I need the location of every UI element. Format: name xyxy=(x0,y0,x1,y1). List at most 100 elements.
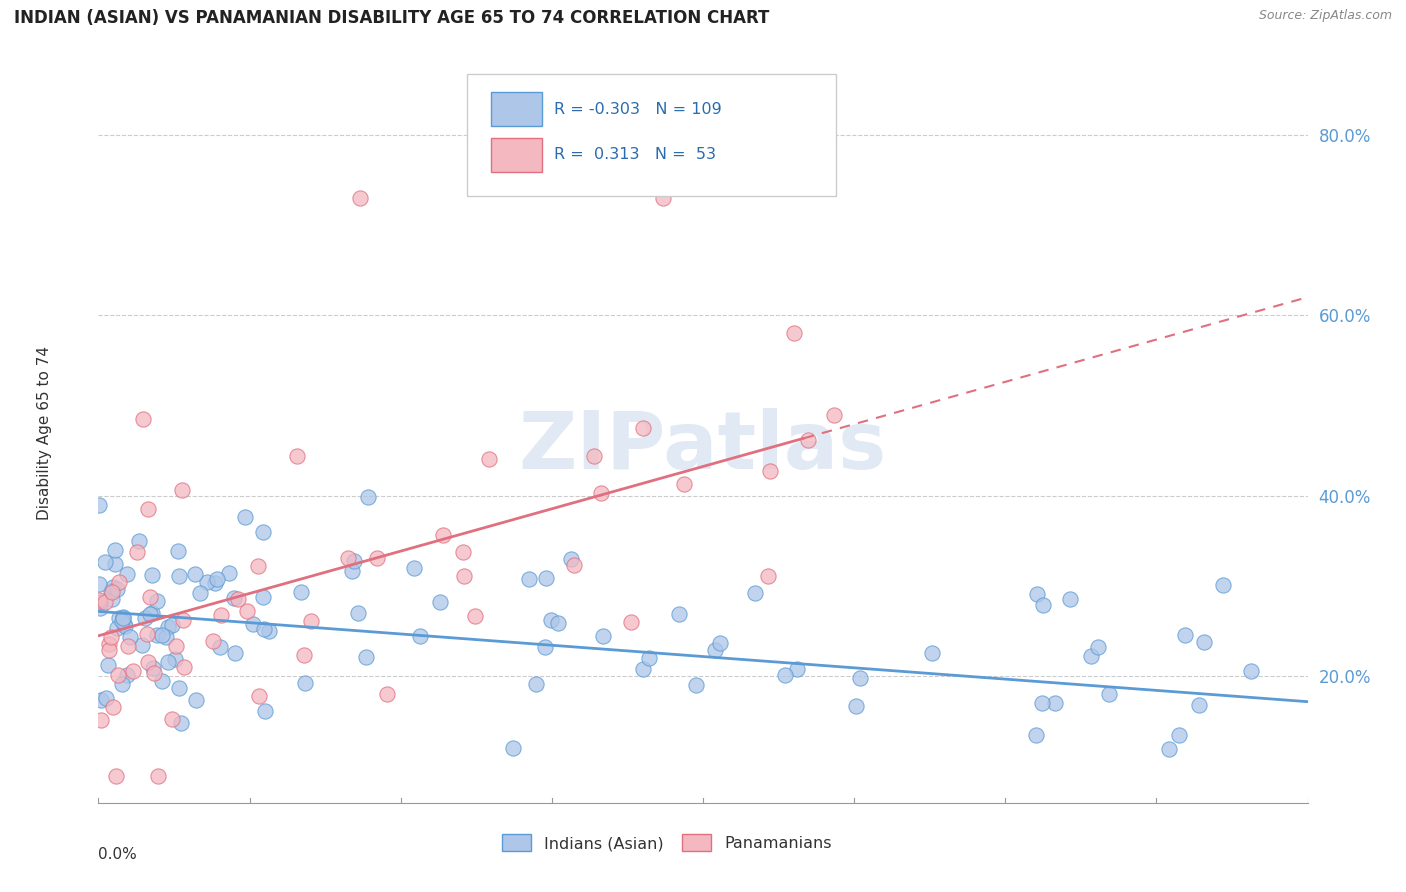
Point xyxy=(429,595,451,609)
Point xyxy=(247,559,270,574)
Point xyxy=(1043,697,1066,711)
Point xyxy=(453,569,475,583)
Text: INDIAN (ASIAN) VS PANAMANIAN DISABILITY AGE 65 TO 74 CORRELATION CHART: INDIAN (ASIAN) VS PANAMANIAN DISABILITY … xyxy=(14,9,769,27)
Point xyxy=(87,499,110,513)
Point xyxy=(366,550,388,565)
Point xyxy=(299,614,322,628)
Point xyxy=(125,544,148,558)
Point xyxy=(651,191,673,205)
Point xyxy=(104,557,127,571)
Point xyxy=(1032,598,1054,612)
Point xyxy=(87,576,110,591)
Text: 0.0%: 0.0% xyxy=(98,847,138,863)
Point xyxy=(148,769,170,783)
Point xyxy=(1026,587,1049,601)
Point xyxy=(101,580,124,594)
FancyBboxPatch shape xyxy=(467,73,837,195)
Point xyxy=(547,616,569,631)
Point xyxy=(631,662,654,676)
Point xyxy=(759,464,782,478)
Point xyxy=(138,607,160,621)
Point xyxy=(1212,578,1234,592)
Point xyxy=(1157,742,1180,756)
Point xyxy=(89,593,111,607)
Point xyxy=(1059,592,1081,607)
Text: R =  0.313   N =  53: R = 0.313 N = 53 xyxy=(554,147,716,162)
Point xyxy=(139,590,162,604)
Point xyxy=(134,611,156,625)
Point xyxy=(204,576,226,591)
Point xyxy=(756,569,779,583)
Point xyxy=(1080,649,1102,664)
Point xyxy=(540,613,562,627)
Point xyxy=(409,629,432,643)
Point xyxy=(349,191,371,205)
Point xyxy=(128,533,150,548)
Point xyxy=(131,412,153,426)
Point xyxy=(560,552,582,566)
Point xyxy=(162,617,184,632)
Point xyxy=(534,640,557,654)
Point xyxy=(156,656,179,670)
Point xyxy=(136,655,159,669)
Point xyxy=(97,657,120,672)
Point xyxy=(150,674,173,689)
Point xyxy=(163,652,186,666)
Point xyxy=(709,636,731,650)
Point xyxy=(170,483,193,498)
Point xyxy=(517,572,540,586)
Point xyxy=(451,545,474,559)
Point xyxy=(253,704,276,718)
Point xyxy=(89,595,111,609)
Point xyxy=(591,486,613,500)
Point xyxy=(162,712,184,726)
Point xyxy=(170,716,193,731)
Legend: Indians (Asian), Panamanians: Indians (Asian), Panamanians xyxy=(496,828,838,858)
Point xyxy=(668,607,690,621)
Point xyxy=(464,608,486,623)
FancyBboxPatch shape xyxy=(492,92,543,126)
Point xyxy=(131,638,153,652)
Point xyxy=(167,544,190,558)
Point xyxy=(524,677,547,691)
Point xyxy=(226,592,249,607)
Point xyxy=(104,769,127,783)
Point xyxy=(105,620,128,634)
Point xyxy=(112,610,135,624)
Point xyxy=(290,585,312,599)
Point xyxy=(685,678,707,692)
Point xyxy=(224,646,246,660)
Point xyxy=(672,477,695,491)
Point xyxy=(141,568,163,582)
Point xyxy=(155,630,177,644)
Point xyxy=(143,665,166,680)
Point xyxy=(165,639,187,653)
Point xyxy=(249,690,271,704)
Point xyxy=(354,649,377,664)
Text: R = -0.303   N = 109: R = -0.303 N = 109 xyxy=(554,102,723,117)
Point xyxy=(347,606,370,620)
Point xyxy=(115,566,138,581)
Point xyxy=(111,677,134,691)
Point xyxy=(90,693,112,707)
Point xyxy=(583,449,606,463)
Point xyxy=(107,611,129,625)
Point xyxy=(101,592,124,607)
Point xyxy=(259,624,281,638)
Point xyxy=(1031,696,1053,710)
Point xyxy=(167,681,190,695)
Point xyxy=(135,627,157,641)
Point xyxy=(209,640,232,655)
Point xyxy=(107,574,129,589)
Point xyxy=(1173,628,1195,642)
Point xyxy=(141,606,163,620)
Point xyxy=(122,664,145,678)
Point xyxy=(205,572,228,586)
Point xyxy=(111,614,134,628)
Point xyxy=(848,672,870,686)
Point xyxy=(172,613,194,627)
Point xyxy=(786,662,808,676)
Point xyxy=(114,619,136,633)
Point xyxy=(343,554,366,568)
Point xyxy=(115,668,138,682)
